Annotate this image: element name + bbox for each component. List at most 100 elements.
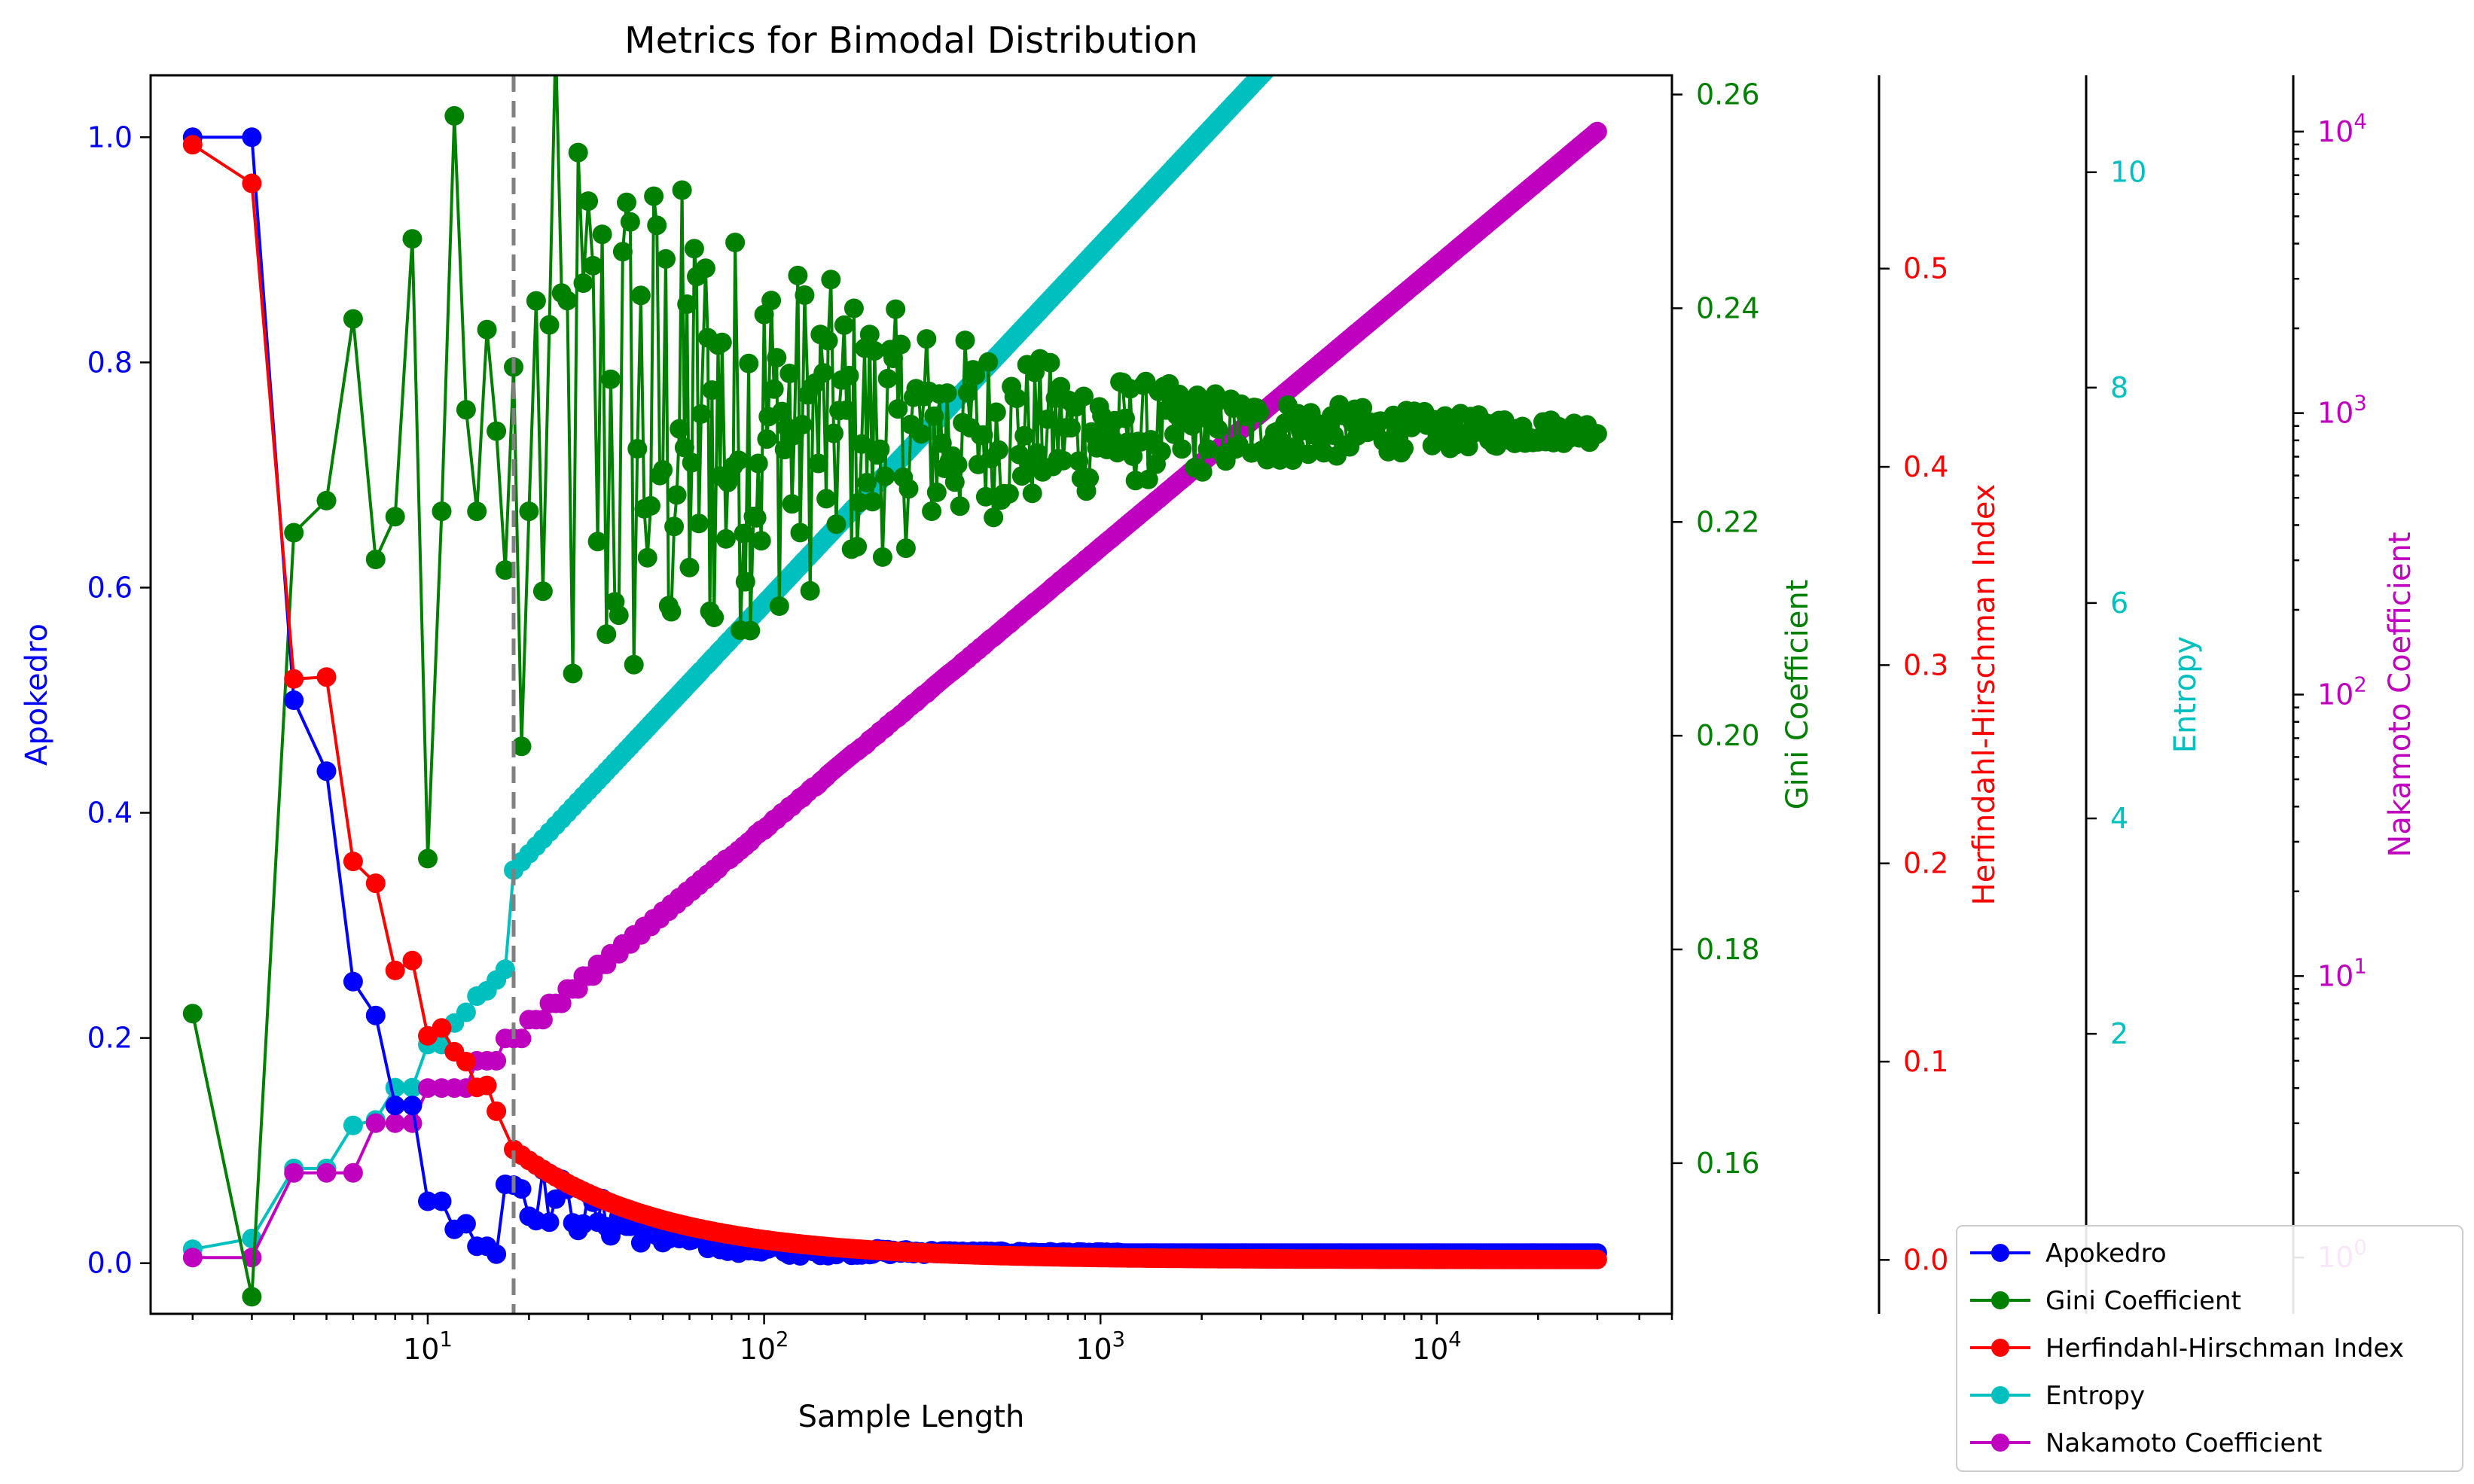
gini-point <box>495 560 515 580</box>
gini-point <box>725 233 746 252</box>
gini-point <box>343 309 363 329</box>
gini-point <box>715 529 736 549</box>
gini-point <box>432 501 452 522</box>
nakamoto-point <box>182 1248 203 1268</box>
legend-swatch-marker <box>1991 1291 2009 1309</box>
nakamoto-point <box>385 1113 405 1133</box>
gini-point <box>772 401 792 422</box>
entropy-point <box>1293 20 1313 40</box>
apokedro-point <box>573 1214 593 1234</box>
gini-point <box>624 654 644 675</box>
y-left-tick-label: 0.6 <box>87 571 133 604</box>
legend-swatch-marker <box>1991 1386 2009 1404</box>
entropy-axis-tick-label: 4 <box>2110 802 2128 835</box>
entropy-point <box>1286 29 1305 48</box>
gini-point <box>986 402 1006 422</box>
hhi-axis-tick-label: 0.0 <box>1903 1243 1948 1276</box>
apokedro-point <box>418 1191 438 1211</box>
gini-point <box>456 400 476 420</box>
gini-point <box>532 581 553 602</box>
entropy-point <box>456 1002 476 1022</box>
hhi-axis-tick-label: 0.5 <box>1903 252 1948 285</box>
hhi-point <box>477 1075 497 1095</box>
entropy-line <box>192 75 1263 1251</box>
entropy-point <box>1301 12 1321 32</box>
gini-point <box>627 439 648 459</box>
gini-point <box>557 291 578 311</box>
gini-point <box>587 532 608 552</box>
series-layer <box>182 0 1607 1307</box>
gini-point <box>653 460 673 480</box>
gini-point <box>578 191 599 212</box>
legend-swatch-marker <box>1991 1434 2009 1452</box>
legend-entry-label: Gini Coefficient <box>2045 1286 2241 1316</box>
gini-point <box>242 1287 262 1307</box>
gini-point <box>1022 483 1042 504</box>
hhi-point <box>365 873 386 894</box>
gini-point <box>677 294 697 314</box>
gini-point <box>824 423 843 443</box>
nakamoto-point <box>402 1113 423 1133</box>
series-hhi <box>182 135 1607 1269</box>
y-left-tick-label: 0.4 <box>87 797 133 830</box>
apokedro-point <box>242 127 262 148</box>
nakamoto-axis-tick-label: 104 <box>2317 111 2367 148</box>
nakamoto-point <box>316 1163 337 1183</box>
gini-point <box>978 352 999 372</box>
gini-point <box>739 353 759 373</box>
gini-point <box>975 486 996 507</box>
gini-point <box>1069 451 1089 471</box>
gini-point <box>1192 462 1213 482</box>
gini-point <box>955 331 975 351</box>
legend-entry-label: Herfindahl-Hirschman Index <box>2045 1333 2404 1364</box>
nakamoto-axis-label: Nakamoto Coefficient <box>2383 532 2418 857</box>
gini-point <box>596 624 617 644</box>
gini-point <box>826 514 847 535</box>
gini-point <box>1038 409 1058 429</box>
gini-point <box>852 434 872 454</box>
gini-point <box>592 224 612 245</box>
apokedro-point <box>365 1005 386 1025</box>
entropy-point <box>1325 0 1344 8</box>
x-tick-label: 102 <box>740 1328 789 1366</box>
gini-point <box>735 571 755 592</box>
entropy-point <box>1266 75 1274 76</box>
gini-point <box>792 415 813 434</box>
gini-point <box>808 453 828 474</box>
hhi-axis-label: Herfindahl-Hirschman Index <box>1967 484 2002 906</box>
gini-point <box>1151 441 1171 462</box>
entropy-axis-tick-label: 10 <box>2110 156 2146 189</box>
apokedro-point <box>316 761 337 782</box>
gini-axis-tick-label: 0.22 <box>1696 505 1760 538</box>
gini-point <box>402 229 423 249</box>
gini-point <box>877 368 898 389</box>
gini-axis-tick-label: 0.24 <box>1696 291 1760 325</box>
gini-point <box>800 580 820 601</box>
gini-axis-tick-label: 0.20 <box>1696 719 1760 752</box>
legend-entry-label: Entropy <box>2045 1381 2145 1411</box>
gini-point <box>813 363 834 383</box>
gini-point <box>748 453 768 474</box>
entropy-point <box>1304 10 1323 29</box>
gini-point <box>1172 439 1192 459</box>
hhi-point <box>487 1101 507 1121</box>
gini-point <box>477 319 497 340</box>
entropy-point <box>495 959 515 980</box>
gini-point <box>843 298 864 318</box>
gini-point <box>922 501 942 521</box>
gini-point <box>782 494 802 514</box>
gini-point <box>546 32 566 51</box>
hhi-axis-tick-label: 0.2 <box>1903 847 1948 880</box>
nakamoto-axis-tick-label: 101 <box>2317 955 2367 992</box>
x-axis-label: Sample Length <box>798 1400 1025 1434</box>
gini-point <box>568 142 588 163</box>
gini-point <box>661 602 682 622</box>
nakamoto-point <box>487 1050 507 1071</box>
gini-point <box>895 538 916 559</box>
entropy-point <box>1314 0 1334 18</box>
gini-point <box>674 437 694 458</box>
gini-point <box>734 523 754 544</box>
legend-entry-label: Nakamoto Coefficient <box>2045 1428 2322 1458</box>
x-tick-label: 103 <box>1075 1328 1125 1366</box>
